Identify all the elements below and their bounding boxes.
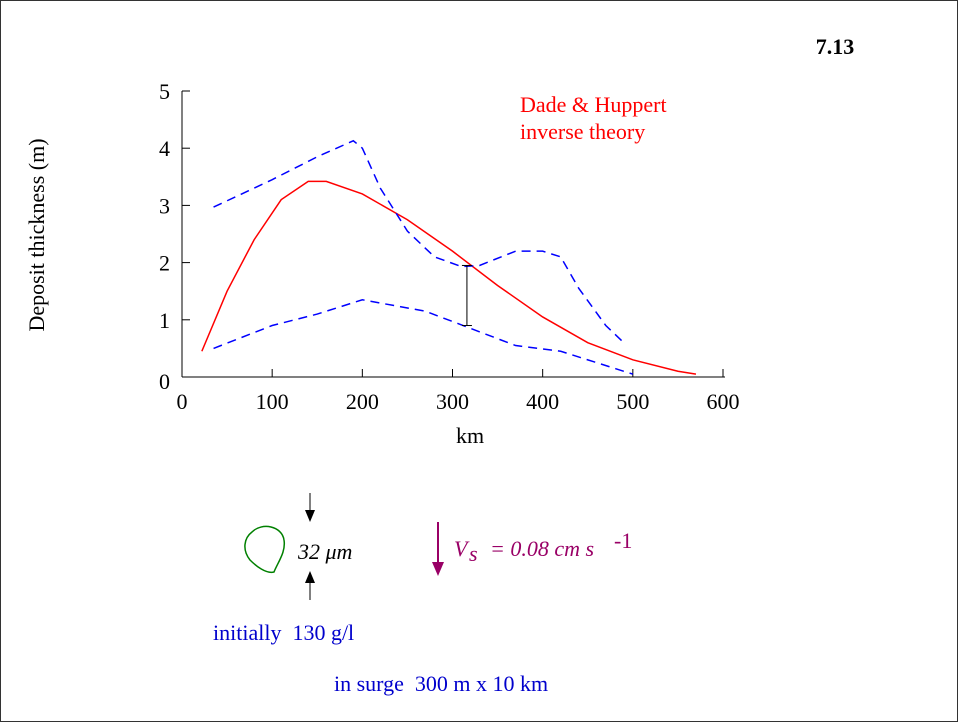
line <box>213 299 634 375</box>
line <box>201 180 697 375</box>
arrow-head <box>305 510 315 522</box>
y-tick-label: 4 <box>159 136 170 161</box>
x-axis-label: km <box>456 423 484 448</box>
y-tick-label: 5 <box>159 79 170 104</box>
y-tick-label: 3 <box>159 193 170 218</box>
x-tick-label: 400 <box>526 389 559 414</box>
annotation: inverse theory <box>520 119 645 144</box>
line <box>213 139 625 344</box>
x-tick-label: 600 <box>707 389 740 414</box>
y-axis-label: Deposit thickness (m) <box>24 138 49 331</box>
y-tick-label: 0 <box>159 369 170 394</box>
annotation: Dade & Huppert <box>520 92 667 117</box>
x-tick-label: 500 <box>616 389 649 414</box>
velocity-subscript: s <box>469 541 478 566</box>
x-tick-label: 100 <box>256 389 289 414</box>
velocity-value: = 0.08 cm s <box>490 536 594 561</box>
arrow-head <box>305 571 315 583</box>
x-tick-label: 0 <box>177 389 188 414</box>
plot: 0 1 2 3 4 5 0 100 200 300 400 500 600 Dade & Hupperti… <box>159 79 740 414</box>
y-tick-label: 1 <box>159 308 170 333</box>
note: initially 130 g/l <box>213 620 354 645</box>
velocity-symbol: V <box>454 536 470 561</box>
particle-size: 32 μm <box>297 539 352 564</box>
particle-shape <box>244 525 286 574</box>
note: in surge 300 m x 10 km <box>334 671 548 696</box>
velocity-arrow-head <box>432 562 444 576</box>
y-tick-label: 2 <box>159 251 170 276</box>
velocity-exponent: -1 <box>614 528 632 553</box>
x-tick-label: 200 <box>346 389 379 414</box>
slide-number: 7.13 <box>816 34 855 59</box>
x-tick-label: 300 <box>436 389 469 414</box>
